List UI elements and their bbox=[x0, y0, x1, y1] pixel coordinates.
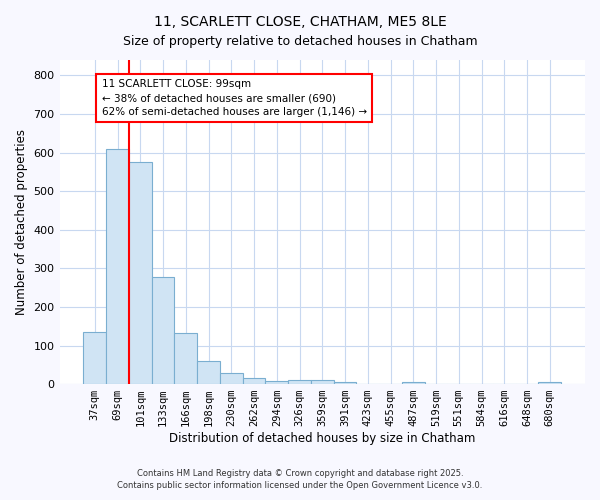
Text: 11, SCARLETT CLOSE, CHATHAM, ME5 8LE: 11, SCARLETT CLOSE, CHATHAM, ME5 8LE bbox=[154, 15, 446, 29]
Bar bbox=[220, 374, 242, 384]
Bar bbox=[129, 162, 152, 384]
Y-axis label: Number of detached properties: Number of detached properties bbox=[15, 129, 28, 315]
Text: Size of property relative to detached houses in Chatham: Size of property relative to detached ho… bbox=[122, 35, 478, 48]
Text: 11 SCARLETT CLOSE: 99sqm
← 38% of detached houses are smaller (690)
62% of semi-: 11 SCARLETT CLOSE: 99sqm ← 38% of detach… bbox=[101, 80, 367, 118]
Text: Contains HM Land Registry data © Crown copyright and database right 2025.
Contai: Contains HM Land Registry data © Crown c… bbox=[118, 468, 482, 490]
Bar bbox=[175, 333, 197, 384]
X-axis label: Distribution of detached houses by size in Chatham: Distribution of detached houses by size … bbox=[169, 432, 475, 445]
Bar bbox=[334, 382, 356, 384]
Bar bbox=[265, 381, 288, 384]
Bar bbox=[288, 380, 311, 384]
Bar bbox=[83, 332, 106, 384]
Bar bbox=[402, 382, 425, 384]
Bar bbox=[152, 277, 175, 384]
Bar bbox=[197, 361, 220, 384]
Bar bbox=[106, 148, 129, 384]
Bar bbox=[311, 380, 334, 384]
Bar bbox=[538, 382, 561, 384]
Bar bbox=[242, 378, 265, 384]
